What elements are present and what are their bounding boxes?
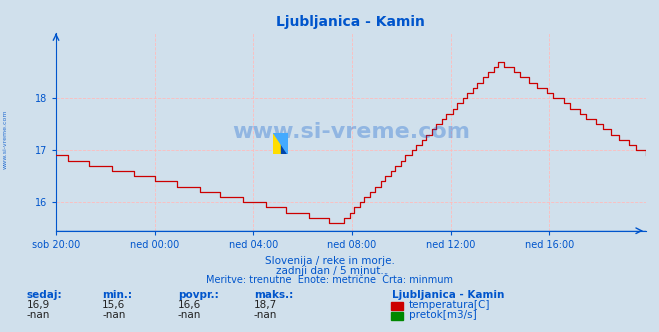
Bar [273,133,281,154]
Text: 15,6: 15,6 [102,300,125,310]
Text: Ljubljanica - Kamin: Ljubljanica - Kamin [392,290,505,300]
Text: www.si-vreme.com: www.si-vreme.com [3,110,8,169]
Text: zadnji dan / 5 minut.: zadnji dan / 5 minut. [275,266,384,276]
Text: 16,6: 16,6 [178,300,201,310]
Text: Slovenija / reke in morje.: Slovenija / reke in morje. [264,256,395,266]
Text: min.:: min.: [102,290,132,300]
Text: sedaj:: sedaj: [26,290,62,300]
Text: pretok[m3/s]: pretok[m3/s] [409,310,476,320]
Polygon shape [273,133,288,154]
Text: 18,7: 18,7 [254,300,277,310]
Text: Meritve: trenutne  Enote: metrične  Črta: minmum: Meritve: trenutne Enote: metrične Črta: … [206,275,453,285]
Text: www.si-vreme.com: www.si-vreme.com [232,122,470,142]
Text: -nan: -nan [178,310,201,320]
Text: -nan: -nan [254,310,277,320]
Text: 16,9: 16,9 [26,300,49,310]
Text: temperatura[C]: temperatura[C] [409,300,490,310]
Title: Ljubljanica - Kamin: Ljubljanica - Kamin [277,15,425,29]
Bar [281,133,288,154]
Text: -nan: -nan [102,310,125,320]
Text: -nan: -nan [26,310,49,320]
Text: maks.:: maks.: [254,290,293,300]
Text: povpr.:: povpr.: [178,290,219,300]
